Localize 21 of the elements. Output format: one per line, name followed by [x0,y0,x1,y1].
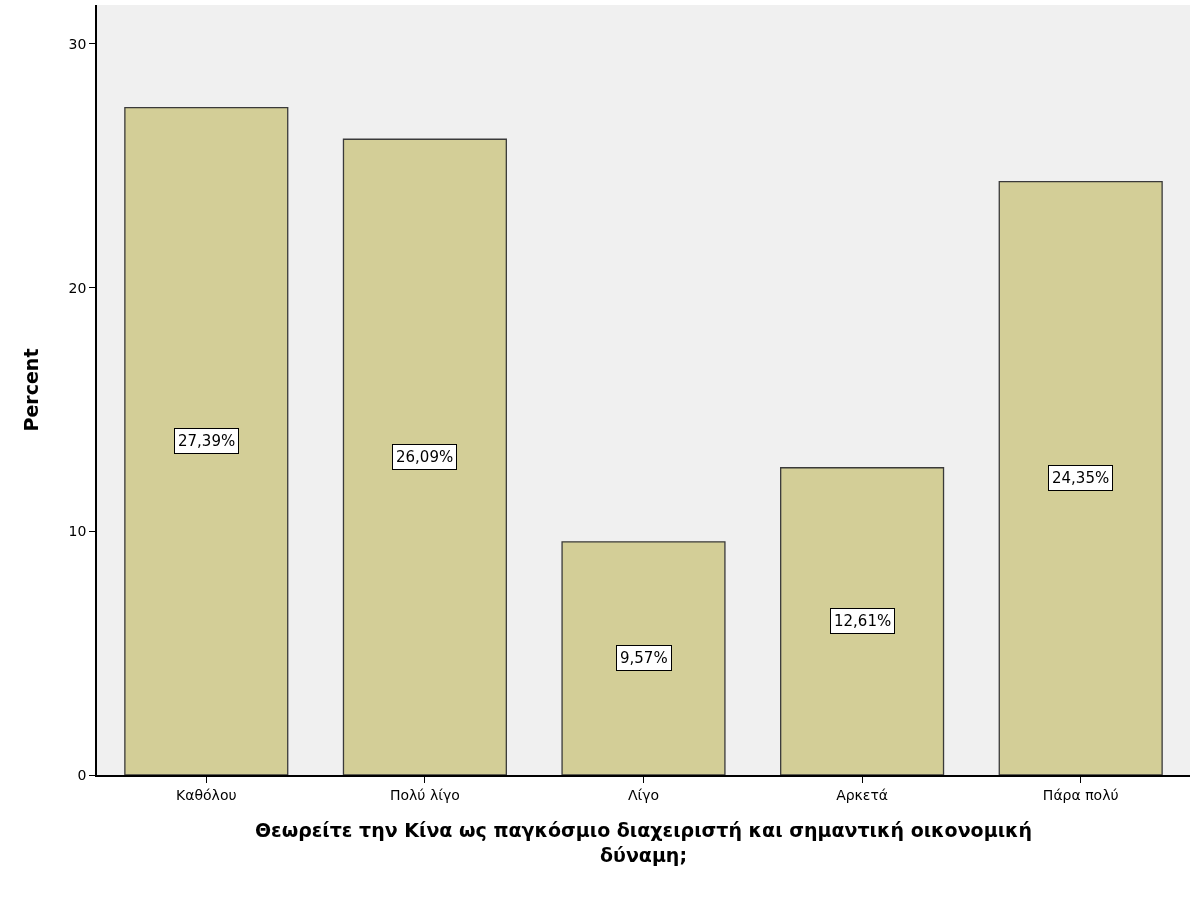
bar [342,138,507,775]
data-label: 26,09% [396,448,454,466]
data-label: 24,35% [1052,469,1110,487]
x-tick-label: Πολύ λίγο [389,786,460,803]
y-tick-label: 30 [68,35,87,52]
bar [124,106,289,775]
data-label: 12,61% [834,612,892,630]
x-tick-label: Λίγο [627,786,660,803]
x-axis-title: Θεωρείτε την Κίνα ως παγκόσμιο διαχειριστή και σημαντική οικονομική δύναμη; [254,818,1033,866]
data-label: 27,39% [178,432,236,450]
data-label: 9,57% [620,649,668,667]
y-tick-label: 10 [68,523,87,540]
bar [780,467,945,775]
x-tick-label: Αρκετά [836,786,889,803]
y-axis-title: Percent [19,348,42,432]
bar [998,181,1163,775]
x-tick-label: Πάρα πολύ [1042,786,1119,803]
bar [561,541,726,775]
x-tick-label: Καθόλου [176,786,237,803]
y-tick-label: 20 [68,279,87,296]
y-tick-label: 0 [77,766,87,783]
